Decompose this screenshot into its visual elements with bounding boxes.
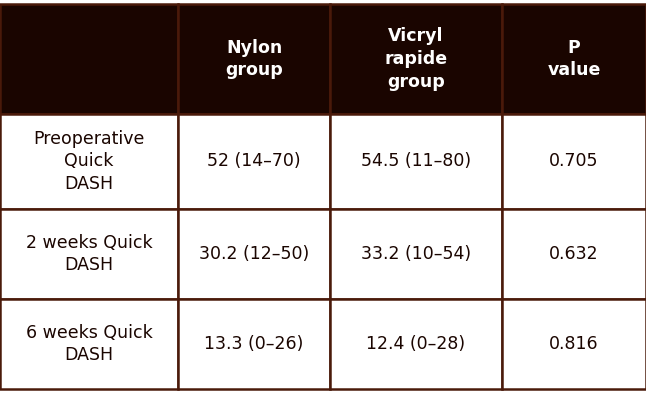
Bar — [178, 209, 330, 299]
Bar — [330, 209, 502, 299]
Text: 13.3 (0–26): 13.3 (0–26) — [204, 335, 304, 353]
Text: 2 weeks Quick
DASH: 2 weeks Quick DASH — [26, 233, 152, 274]
Bar — [502, 299, 646, 389]
Text: Nylon
group: Nylon group — [225, 39, 283, 79]
Text: 33.2 (10–54): 33.2 (10–54) — [361, 245, 471, 263]
Text: 0.632: 0.632 — [549, 245, 599, 263]
Text: Vicryl
rapide
group: Vicryl rapide group — [384, 27, 448, 91]
Text: P
value: P value — [547, 39, 601, 79]
Bar — [178, 4, 330, 114]
Bar — [502, 114, 646, 209]
Bar — [0, 4, 178, 114]
Text: 30.2 (12–50): 30.2 (12–50) — [199, 245, 309, 263]
Bar — [330, 4, 502, 114]
Bar — [0, 299, 178, 389]
Bar — [178, 114, 330, 209]
Bar — [502, 4, 646, 114]
Bar — [502, 209, 646, 299]
Text: 54.5 (11–80): 54.5 (11–80) — [361, 152, 471, 171]
Text: Preoperative
Quick
DASH: Preoperative Quick DASH — [34, 130, 145, 193]
Text: 52 (14–70): 52 (14–70) — [207, 152, 301, 171]
Bar — [0, 209, 178, 299]
Bar — [0, 114, 178, 209]
Text: 6 weeks Quick
DASH: 6 weeks Quick DASH — [26, 323, 152, 364]
Bar — [330, 299, 502, 389]
Bar — [330, 114, 502, 209]
Text: 12.4 (0–28): 12.4 (0–28) — [366, 335, 466, 353]
Text: 0.705: 0.705 — [549, 152, 599, 171]
Text: 0.816: 0.816 — [549, 335, 599, 353]
Bar — [178, 299, 330, 389]
